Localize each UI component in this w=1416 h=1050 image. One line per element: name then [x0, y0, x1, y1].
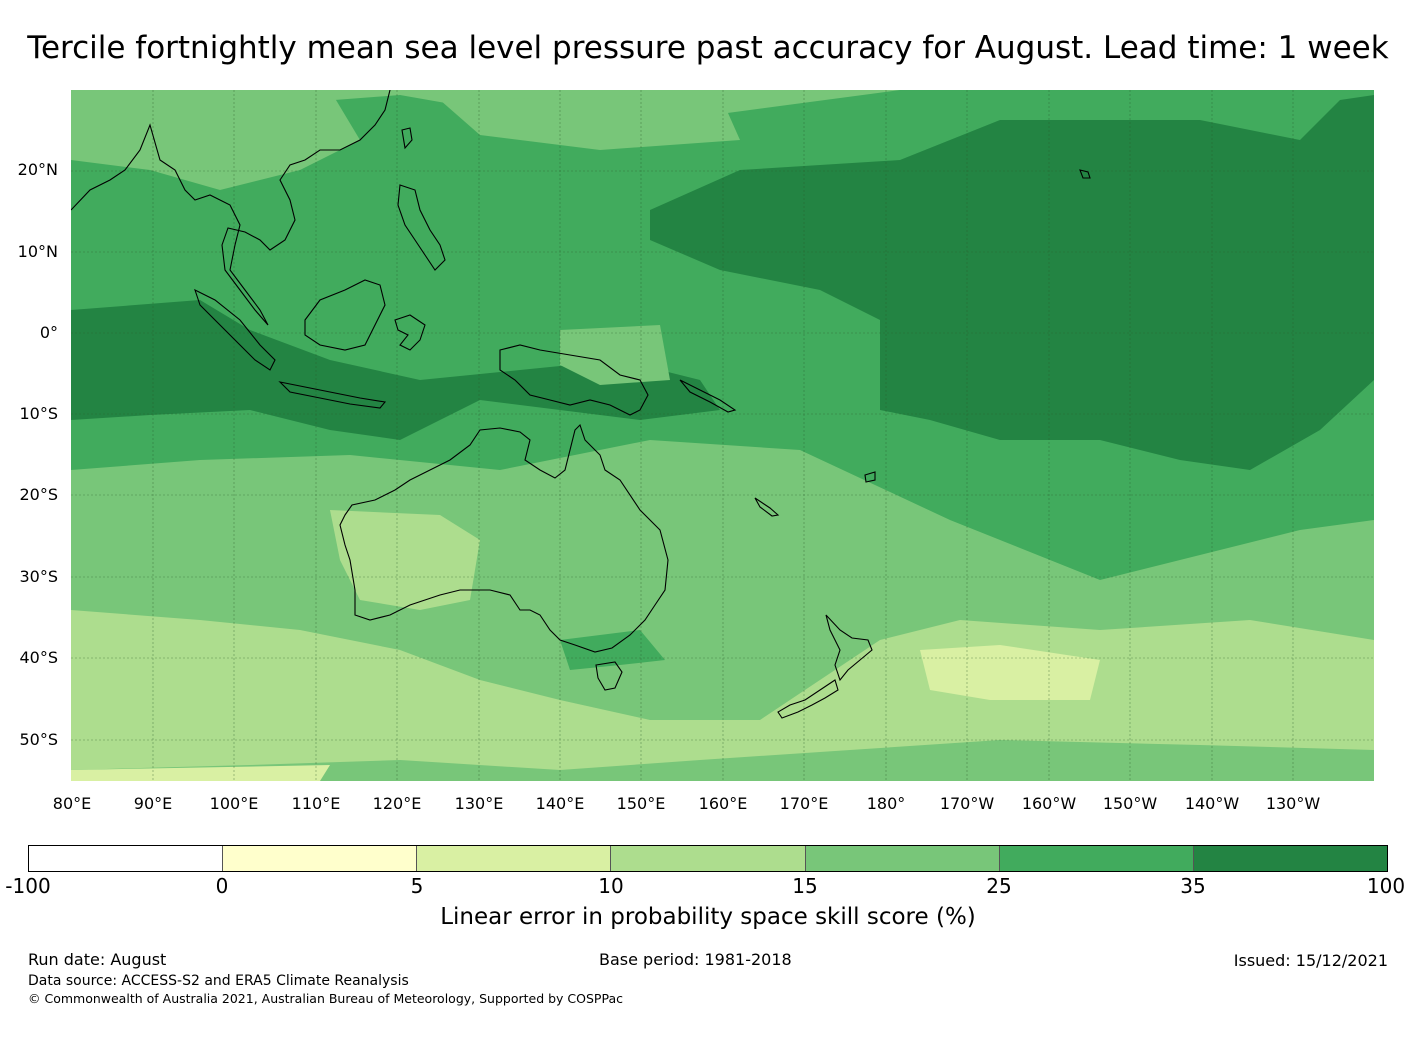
colorbar-segment [29, 846, 224, 871]
colorbar-segment [999, 846, 1194, 871]
colorbar-tick: 15 [792, 874, 818, 898]
base-period: Base period: 1981-2018 [599, 950, 792, 969]
borneo-coast [304, 279, 386, 351]
lat-label-10n: 10°N [17, 242, 58, 261]
colorbar-segment [1193, 846, 1387, 871]
taiwan-coast [401, 127, 413, 150]
lat-label-20n: 20°N [17, 160, 58, 179]
colorbar-segment [611, 846, 806, 871]
coastlines [71, 90, 1091, 719]
map-title: Tercile fortnightly mean sea level press… [27, 30, 1389, 66]
colorbar [28, 845, 1388, 872]
lon-label-80e: 80°E [52, 794, 92, 813]
new-zealand-north [825, 614, 873, 682]
fiji-coast [864, 471, 876, 483]
asia-coast [71, 90, 391, 326]
data-source: Data source: ACCESS-S2 and ERA5 Climate … [28, 973, 409, 989]
new-guinea-coast [499, 344, 649, 416]
lat-label-0: 0° [39, 323, 58, 342]
lat-label-10s: 10°S [19, 404, 58, 423]
australia-coast [339, 423, 669, 653]
skill-map [71, 90, 1374, 781]
skill-field [71, 90, 1374, 781]
colorbar-tick: 35 [1180, 874, 1206, 898]
lat-label-50s: 50°S [19, 730, 58, 749]
sulawesi-coast [394, 314, 426, 351]
lon-label-100e: 100°E [209, 794, 259, 813]
colorbar-tick: 0 [215, 874, 229, 898]
new-caledonia-coast [754, 497, 780, 517]
solomons-coast [679, 379, 737, 413]
sumatra-coast [194, 288, 276, 371]
tasmania-coast [595, 661, 623, 691]
lon-label-150e: 150°E [616, 794, 666, 813]
skill-region-35-east [650, 95, 1374, 470]
skill-region-35-west [71, 300, 720, 440]
colorbar-segment [417, 846, 612, 871]
lon-label-160e: 160°E [698, 794, 748, 813]
lon-label-170e: 170°E [779, 794, 829, 813]
java-coast [278, 381, 387, 409]
issued-date: Issued: 15/12/2021 [1233, 951, 1388, 970]
run-date: Run date: August [28, 950, 167, 969]
lon-label-140e: 140°E [535, 794, 585, 813]
lat-label-20s: 20°S [19, 485, 58, 504]
lon-label-130e: 130°E [454, 794, 504, 813]
colorbar-tick: 100 [1366, 874, 1406, 898]
copyright: © Commonwealth of Australia 2021, Austra… [28, 991, 623, 1006]
lon-label-110e: 110°E [291, 794, 341, 813]
colorbar-segment [223, 846, 418, 871]
lon-label-170w: 170°W [939, 794, 995, 813]
lon-label-180: 180° [866, 794, 906, 813]
colorbar-tick: -100 [5, 874, 51, 898]
lon-label-90e: 90°E [133, 794, 173, 813]
colorbar-label: Linear error in probability space skill … [440, 904, 976, 930]
lon-label-150w: 150°W [1102, 794, 1158, 813]
colorbar-tick: 10 [598, 874, 624, 898]
colorbar-segment [805, 846, 1000, 871]
lon-label-120e: 120°E [372, 794, 422, 813]
colorbar-tick: 25 [986, 874, 1012, 898]
philippines-coast [397, 184, 446, 271]
lon-label-160w: 160°W [1021, 794, 1077, 813]
hawaii-coast [1079, 169, 1091, 179]
colorbar-tick: 5 [410, 874, 424, 898]
lat-label-40s: 40°S [19, 648, 58, 667]
graticule [71, 90, 1374, 781]
new-zealand-south [777, 679, 839, 719]
lon-label-140w: 140°W [1184, 794, 1240, 813]
lon-label-130w: 130°W [1265, 794, 1321, 813]
lat-label-30s: 30°S [19, 567, 58, 586]
